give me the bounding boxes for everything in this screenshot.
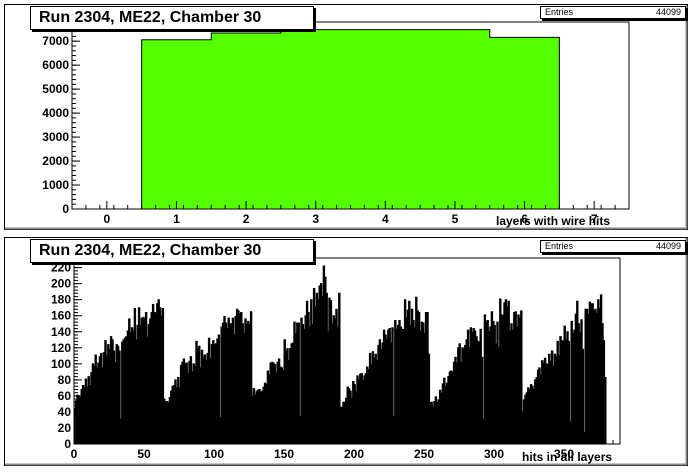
x-axis-title: hits in all layers (522, 450, 613, 464)
y-tick-label: 0 (62, 202, 69, 216)
histogram-bars (73, 265, 607, 445)
x-axis-title: layers with wire hits (496, 214, 611, 228)
y-tick-label: 80 (58, 373, 72, 387)
x-tick-label: 3 (312, 212, 319, 226)
stats-entries-label: Entries (545, 241, 574, 251)
y-tick-label: 20 (58, 421, 72, 435)
x-tick-label: 200 (344, 447, 364, 461)
x-tick-label: 350 (554, 447, 574, 461)
x-tick-label: 0 (71, 447, 78, 461)
histogram-pad-layers: 0 1000 2000 3000 4000 5000 6000 7000 0 1 2 3 4 5 6 7 Ru… (4, 4, 688, 230)
histogram-layers-svg: 0 1000 2000 3000 4000 5000 6000 7000 0 1 2 3 4 5 6 7 (4, 4, 688, 230)
chart-title: Run 2304, ME22, Chamber 30 (30, 239, 314, 263)
y-tick-label: 5000 (42, 82, 69, 96)
chart-title: Run 2304, ME22, Chamber 30 (30, 6, 314, 30)
x-tick-label: 4 (382, 212, 389, 226)
x-tick-label: 1 (173, 212, 180, 226)
y-tick-label: 0 (64, 437, 71, 451)
stats-box: Entries 44099 (540, 6, 686, 19)
stats-entries-label: Entries (545, 7, 574, 17)
y-tick-label: 3000 (42, 130, 69, 144)
stats-box: Entries 44099 (540, 240, 686, 253)
x-tick-label: 6 (521, 212, 528, 226)
y-tick-label: 1000 (42, 178, 69, 192)
y-tick-label: 7000 (42, 34, 69, 48)
histogram-bars (141, 29, 560, 210)
x-tick-label: 0 (103, 212, 110, 226)
histogram-hits-svg: 0 20 40 60 80 100 120 140 160 180 200 220 0 50 100 150 2… (4, 237, 688, 466)
y-tick-label: 140 (51, 325, 71, 339)
histogram-pad-hits: 0 20 40 60 80 100 120 140 160 180 200 220 0 50 100 150 2… (4, 237, 688, 466)
y-tick-label: 6000 (42, 58, 69, 72)
y-tick-label: 120 (51, 341, 71, 355)
y-tick-label: 4000 (42, 106, 69, 120)
x-tick-label: 50 (137, 447, 151, 461)
x-tick-label: 7 (591, 212, 598, 226)
y-tick-label: 40 (58, 405, 72, 419)
stats-entries-value: 44099 (655, 7, 681, 17)
y-tick-label: 200 (51, 277, 71, 291)
stats-entries-value: 44099 (655, 241, 681, 251)
x-tick-label: 5 (452, 212, 459, 226)
x-tick-label: 2 (243, 212, 250, 226)
x-tick-label: 250 (414, 447, 434, 461)
y-tick-label: 180 (51, 293, 71, 307)
y-tick-label: 2000 (42, 154, 69, 168)
x-tick-label: 300 (484, 447, 504, 461)
y-tick-label: 60 (58, 389, 72, 403)
y-tick-label: 220 (51, 261, 71, 275)
y-tick-label: 100 (51, 357, 71, 371)
x-tick-label: 100 (204, 447, 224, 461)
y-tick-label: 160 (51, 309, 71, 323)
x-tick-label: 150 (274, 447, 294, 461)
